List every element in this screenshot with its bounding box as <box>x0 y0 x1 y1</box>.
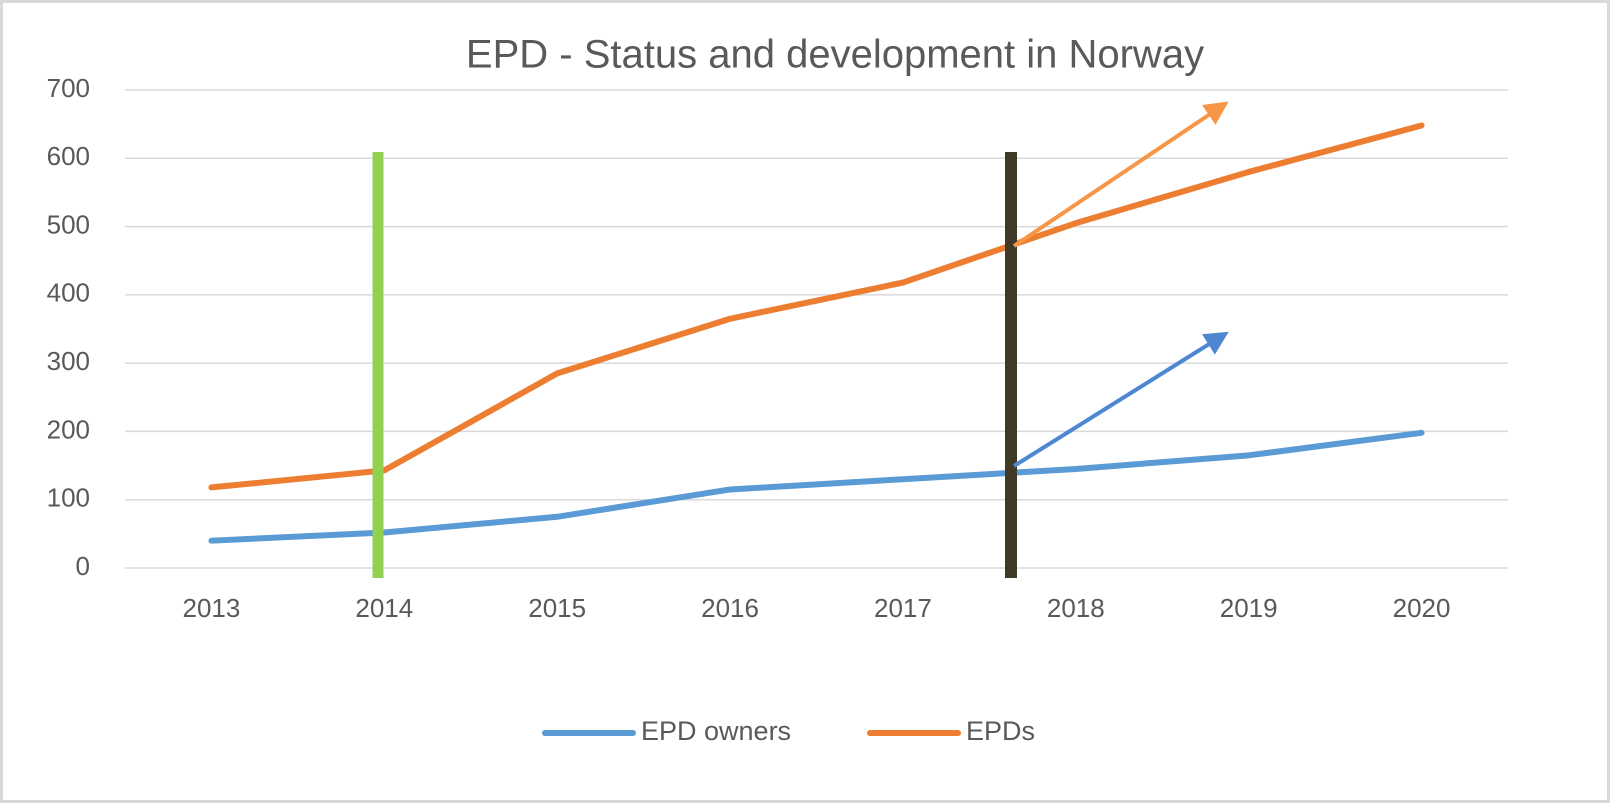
x-tick-label: 2020 <box>1393 593 1451 623</box>
x-tick-label: 2019 <box>1220 593 1278 623</box>
y-tick-label: 700 <box>47 73 90 103</box>
x-tick-label: 2018 <box>1047 593 1105 623</box>
y-tick-label: 500 <box>47 209 90 239</box>
x-tick-label: 2014 <box>355 593 413 623</box>
y-tick-label: 400 <box>47 278 90 308</box>
chart-title: EPD - Status and development in Norway <box>466 33 1204 77</box>
y-tick-label: 600 <box>47 141 90 171</box>
x-tick-label: 2013 <box>183 593 241 623</box>
legend-label: EPD owners <box>641 716 791 746</box>
y-tick-label: 300 <box>47 346 90 376</box>
y-tick-label: 100 <box>47 483 90 513</box>
x-tick-label: 2015 <box>528 593 586 623</box>
x-tick-label: 2017 <box>874 593 932 623</box>
trend-arrow <box>1012 331 1229 468</box>
y-tick-label: 200 <box>47 414 90 444</box>
legend-label: EPDs <box>966 716 1035 746</box>
y-tick-label: 0 <box>76 551 90 581</box>
trend-arrow <box>1012 101 1229 248</box>
x-tick-label: 2016 <box>701 593 759 623</box>
series-line <box>208 122 1425 491</box>
series-line <box>208 429 1425 544</box>
